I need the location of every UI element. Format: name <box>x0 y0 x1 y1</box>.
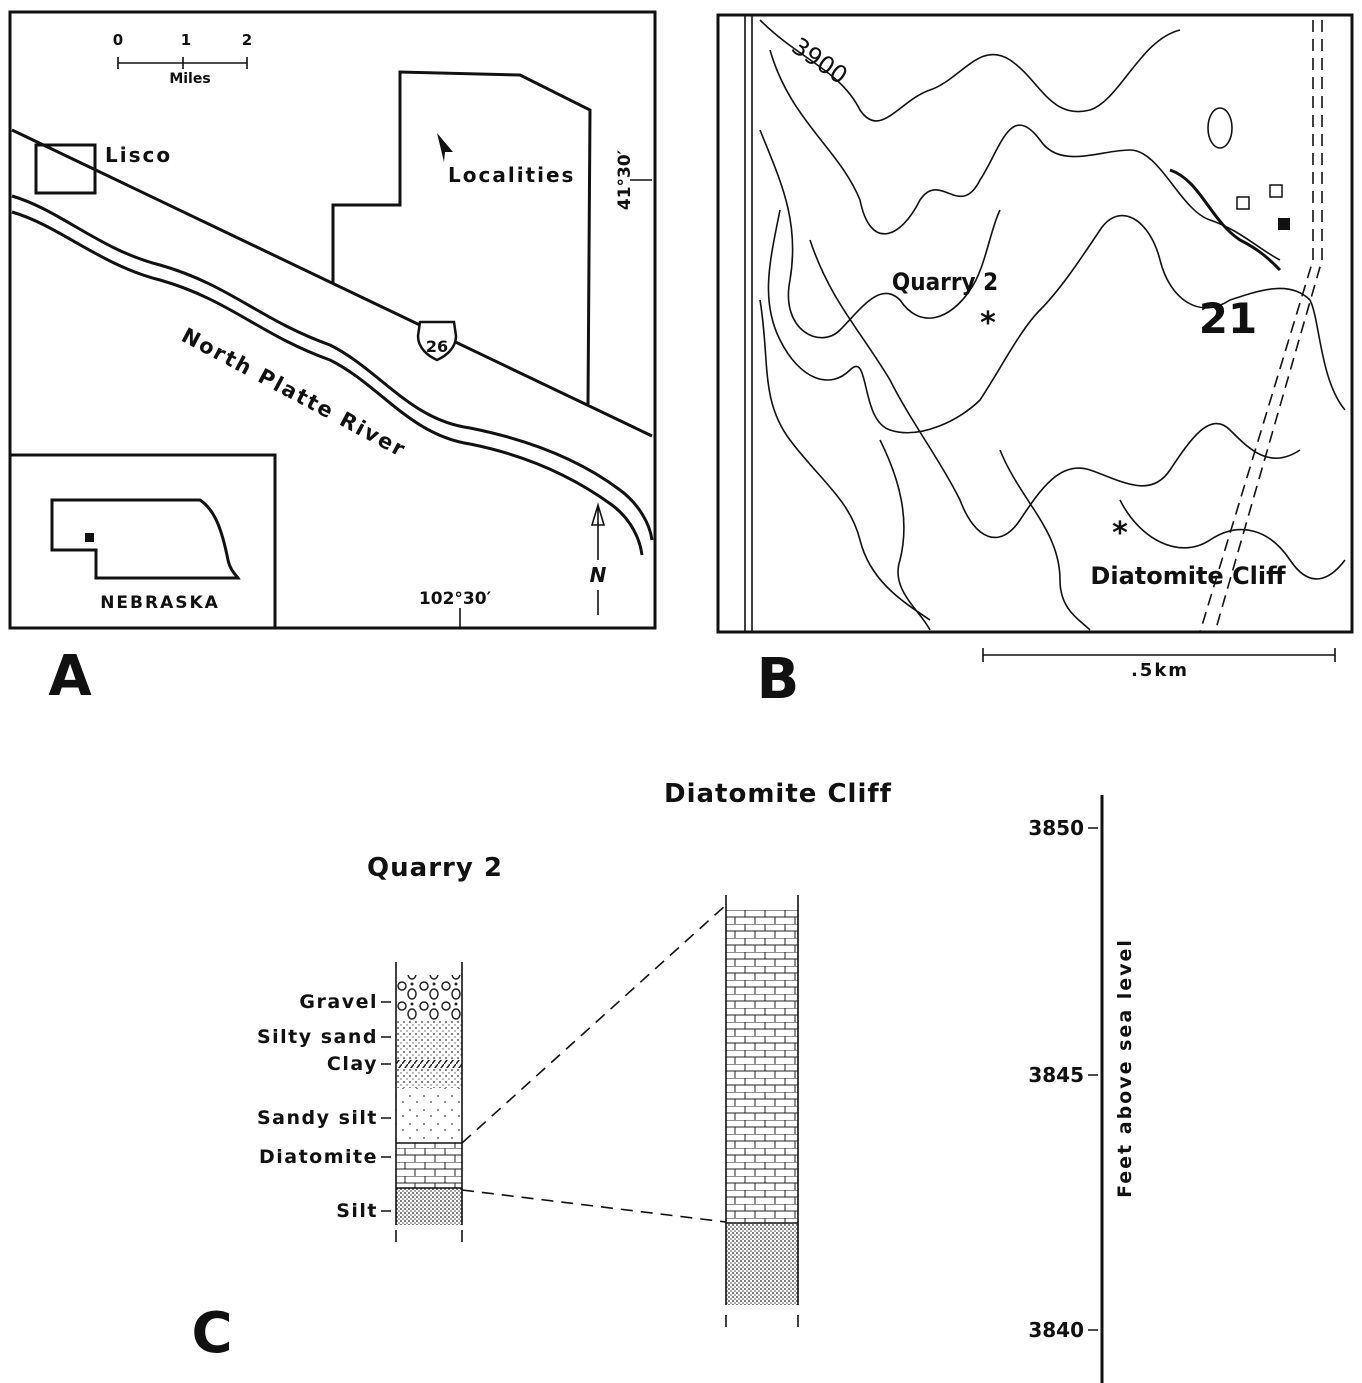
inset-state: NEBRASKA <box>100 593 220 613</box>
axis-label: Feet above sea level <box>1114 938 1136 1198</box>
locator <box>85 533 94 542</box>
site-label: Quarry 2 <box>892 268 998 296</box>
layer <box>396 1188 462 1225</box>
scale-bar <box>117 57 248 69</box>
layer <box>396 1143 462 1188</box>
scale-tick: 0 <box>113 31 123 49</box>
latitude-label: 41°30′ <box>615 149 635 210</box>
layer-labels: Gravel Silty sand Clay Sandy silt Diatom… <box>257 991 378 1222</box>
building <box>1236 196 1250 210</box>
layer-label: Sandy silt <box>257 1107 378 1129</box>
localities-label: Localities <box>448 163 575 187</box>
arrow <box>437 133 453 162</box>
layer-label: Silt <box>336 1200 378 1222</box>
axis-tick-label: 3845 <box>1028 1063 1084 1087</box>
town-box <box>34 143 97 195</box>
road <box>744 15 753 632</box>
scale-bar <box>982 648 1336 662</box>
panel-label: B <box>757 647 800 712</box>
layer-label: Gravel <box>299 991 378 1013</box>
layer-label: Diatomite <box>259 1146 378 1168</box>
north-label: N <box>590 563 607 587</box>
layer <box>396 1068 462 1088</box>
axis-tick-label: 3850 <box>1028 816 1084 840</box>
column-title: Quarry 2 <box>367 853 503 883</box>
river-bank <box>11 210 644 556</box>
axis-tick <box>1088 827 1098 1331</box>
panel-b: 3900 * Quarry 2 * Diatomite Cliff 21 .5k… <box>716 13 1354 712</box>
layer <box>396 975 462 1020</box>
river-bank <box>11 194 654 541</box>
scale-unit: Miles <box>169 71 210 87</box>
layer <box>396 1088 462 1143</box>
highway-label: 26 <box>426 337 448 356</box>
map-frame <box>716 13 1354 634</box>
state-outline <box>50 498 241 580</box>
trail <box>1199 20 1323 633</box>
localities-boundary <box>331 70 592 405</box>
column-edge <box>395 962 463 1242</box>
scale-tick: 2 <box>242 31 252 49</box>
column-title: Diatomite Cliff <box>664 779 892 809</box>
panel-label: C <box>191 1301 232 1366</box>
map-frame <box>8 10 657 630</box>
town-label: Lisco <box>105 143 172 167</box>
highway-shield <box>416 320 458 362</box>
building <box>1278 218 1290 230</box>
longitude-label: 102°30′ <box>419 589 492 609</box>
north-arrow <box>590 502 606 615</box>
contour-label: 3900 <box>787 32 853 90</box>
panel-c: Diatomite Cliff Quarry 2 Gravel Silty sa… <box>191 779 1136 1383</box>
layer <box>726 910 798 1223</box>
site-marker: * <box>980 306 996 341</box>
layer <box>726 1223 798 1305</box>
axis-tick-label: 3840 <box>1028 1318 1084 1342</box>
panel-label: A <box>48 644 92 709</box>
layer-label: Silty sand <box>257 1026 378 1048</box>
site-label: Diatomite Cliff <box>1090 562 1286 590</box>
building <box>1269 184 1283 198</box>
contours <box>759 19 1346 631</box>
scale-label: .5km <box>1131 660 1189 681</box>
inset-frame <box>8 453 277 630</box>
site-marker: * <box>1112 516 1128 551</box>
layer-label: Clay <box>327 1053 378 1075</box>
correlation-line <box>461 904 727 1223</box>
layer <box>396 1020 462 1060</box>
panel-a: 0 1 2 Miles Lisco Localities 41°30′ 26 N… <box>8 10 657 709</box>
column-edge <box>725 895 799 1327</box>
layer <box>396 1060 462 1068</box>
label-tick <box>381 1001 391 1212</box>
scale-tick: 1 <box>181 31 191 49</box>
section-label: 21 <box>1199 294 1257 343</box>
